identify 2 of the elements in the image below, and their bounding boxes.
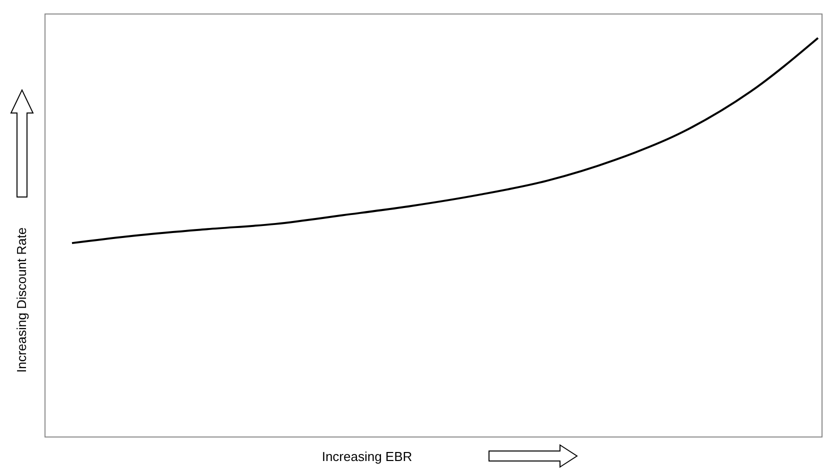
x-axis-title: Increasing EBR bbox=[322, 449, 412, 464]
y-axis-title: Increasing Discount Rate bbox=[14, 227, 29, 373]
